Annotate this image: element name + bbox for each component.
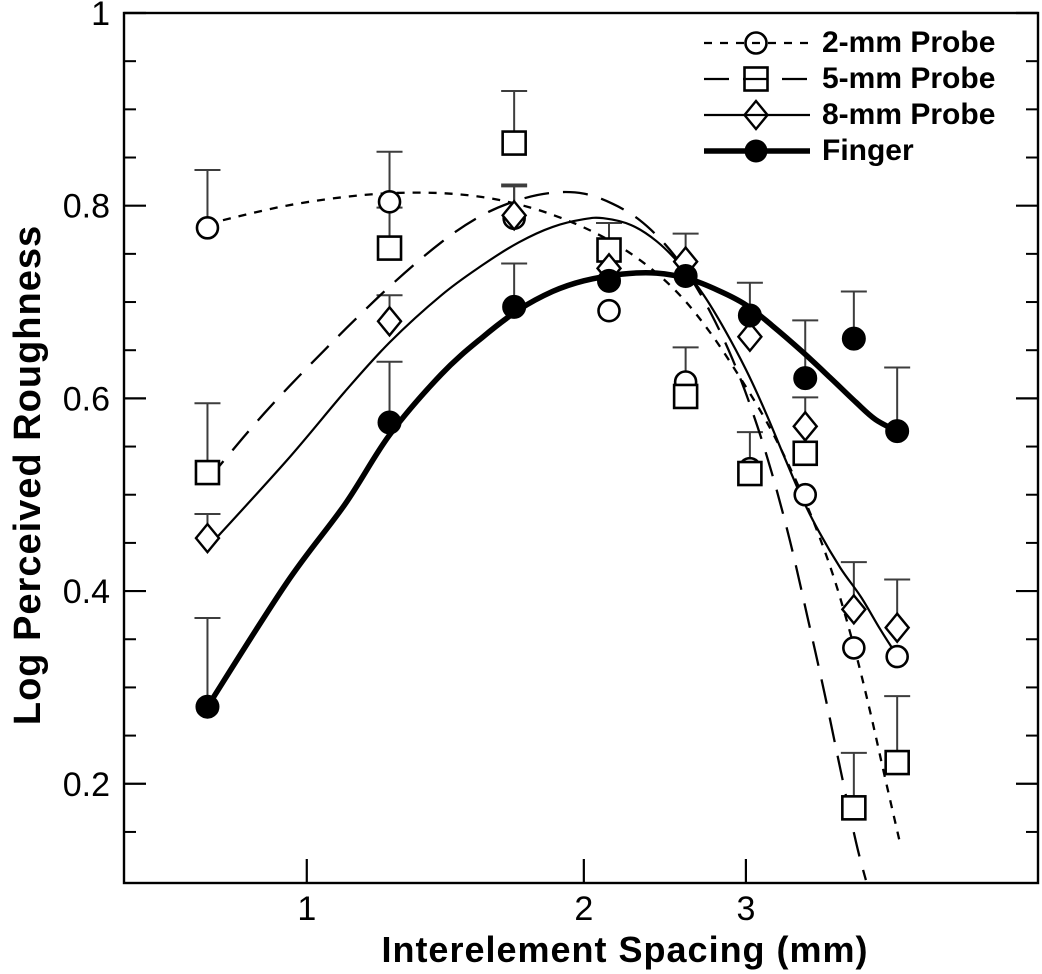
y-tick-label: 0.6 bbox=[63, 380, 110, 418]
x-tick-label: 1 bbox=[297, 890, 316, 928]
x-ticks bbox=[305, 859, 748, 883]
tick-labels: 1 0.8 0.6 0.4 0.2 1 2 3 bbox=[63, 0, 756, 928]
point-2mm-probe bbox=[842, 636, 866, 660]
point-finger bbox=[885, 419, 910, 444]
x-axis-title: Interelement Spacing (mm) bbox=[381, 929, 869, 970]
point-2mm-probe bbox=[793, 482, 818, 507]
y-tick-label: 0.2 bbox=[63, 766, 110, 804]
legend-line-8mm-icon bbox=[704, 99, 810, 131]
curve-5mm-probe bbox=[206, 190, 868, 881]
y-axis-title: Log Perceived Roughness bbox=[7, 224, 49, 726]
point-5mm-probe bbox=[841, 795, 867, 821]
point-5mm-probe bbox=[672, 383, 699, 410]
x-tick-label: 3 bbox=[736, 890, 755, 928]
y-ticks bbox=[124, 11, 1038, 833]
point-8mm-probe bbox=[376, 305, 403, 338]
point-finger bbox=[377, 410, 402, 435]
point-5mm-probe bbox=[501, 130, 527, 156]
point-8mm-probe bbox=[736, 320, 763, 353]
point-2mm-probe bbox=[377, 190, 402, 214]
legend-line-finger-icon bbox=[704, 139, 810, 163]
point-2mm-probe bbox=[885, 644, 909, 669]
point-finger bbox=[841, 326, 866, 351]
legend-item-finger: Finger bbox=[704, 133, 995, 169]
point-8mm-probe bbox=[501, 199, 528, 232]
legend-label-2mm-probe: 2-mm Probe bbox=[822, 26, 996, 59]
point-2mm-probe bbox=[597, 298, 621, 323]
legend-marker-open-square bbox=[743, 66, 769, 92]
point-finger bbox=[195, 694, 220, 719]
legend-label-5mm-probe: 5-mm Probe bbox=[822, 62, 996, 95]
point-5mm-probe bbox=[737, 460, 763, 487]
fitted-curves bbox=[205, 190, 902, 881]
legend-item-5mm-probe: 5-mm Probe bbox=[704, 61, 995, 97]
curve-2mm-probe bbox=[207, 191, 902, 847]
y-tick-label: 0.8 bbox=[63, 188, 110, 226]
point-8mm-probe bbox=[884, 611, 911, 644]
point-5mm-probe bbox=[376, 235, 403, 261]
legend-item-2mm-probe: 2-mm Probe bbox=[704, 25, 995, 61]
legend-marker-open-circle bbox=[744, 31, 768, 55]
curve-8mm-probe bbox=[206, 216, 900, 660]
legend-marker-open-diamond bbox=[742, 99, 770, 131]
legend-label-8mm-probe: 8-mm Probe bbox=[822, 98, 996, 131]
point-8mm-probe bbox=[840, 593, 867, 626]
point-finger bbox=[793, 366, 818, 391]
point-8mm-probe bbox=[792, 410, 819, 443]
legend: 2-mm Probe 5-mm Probe 8-mm Probe Finger bbox=[704, 25, 995, 169]
point-2mm-probe bbox=[195, 216, 220, 240]
legend-line-5mm-icon bbox=[704, 66, 810, 92]
data-points bbox=[194, 130, 911, 821]
curve-finger bbox=[205, 269, 899, 709]
point-finger bbox=[673, 264, 698, 289]
legend-marker-filled-circle bbox=[744, 139, 768, 163]
point-5mm-probe bbox=[792, 440, 819, 467]
point-finger bbox=[737, 303, 762, 328]
legend-line-2mm-icon bbox=[704, 31, 810, 55]
legend-label-finger: Finger bbox=[822, 134, 914, 167]
y-tick-label: 0.4 bbox=[63, 573, 110, 611]
y-tick-label: 1 bbox=[91, 0, 110, 33]
point-5mm-probe bbox=[194, 459, 221, 486]
legend-item-8mm-probe: 8-mm Probe bbox=[704, 97, 995, 133]
plot-frame bbox=[122, 11, 1040, 885]
x-tick-label: 2 bbox=[574, 890, 593, 928]
point-finger bbox=[597, 268, 622, 293]
point-5mm-probe bbox=[884, 749, 910, 776]
point-8mm-probe bbox=[194, 522, 221, 554]
point-finger bbox=[502, 294, 527, 319]
